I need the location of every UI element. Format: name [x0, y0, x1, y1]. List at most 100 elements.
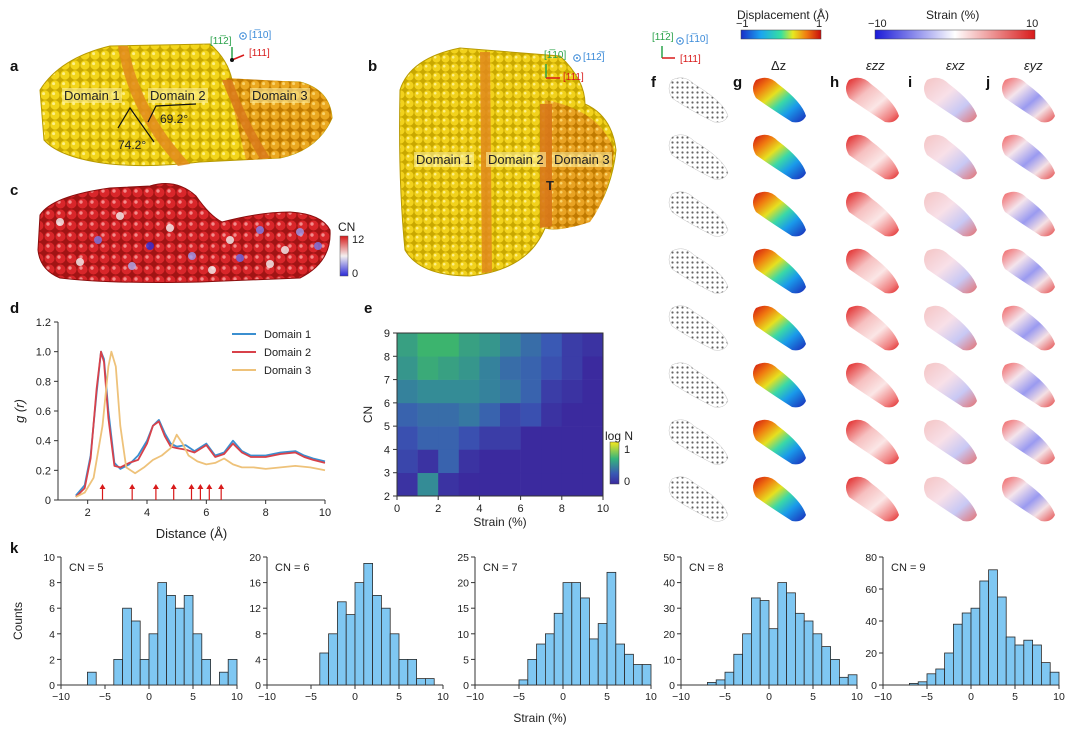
k3-x-tick-label: −5	[513, 691, 525, 703]
k4-x-tick-label: −5	[719, 691, 731, 703]
d-x-tick-label: 10	[319, 507, 331, 519]
k4-bar	[742, 633, 752, 686]
k5-bar	[1041, 662, 1051, 686]
k1-y-tick-label: 4	[49, 629, 55, 641]
e-cell-cn7-s2	[438, 356, 460, 380]
e-cell-cn3-s2	[438, 449, 460, 474]
k2-y-tick-label: 4	[255, 654, 261, 666]
e-x-tick-label: 2	[435, 503, 441, 515]
a-angle-1: 69.2°	[160, 112, 189, 126]
k3-bar	[553, 612, 564, 686]
d-y-tick-label: 0.6	[36, 406, 51, 418]
slice-j-row-8	[1002, 476, 1055, 522]
k2-y-tick-label: 20	[249, 552, 261, 564]
k3-bar	[641, 664, 652, 686]
e-cell-cn7-s3	[458, 356, 480, 380]
k4-y-tick-label: 50	[663, 552, 675, 564]
k5-bar	[1014, 644, 1025, 686]
k2-bar	[407, 659, 417, 686]
slice-g-row-1	[753, 77, 806, 123]
slice-i-row-8	[924, 476, 977, 522]
k5-bar	[961, 612, 972, 686]
e-cell-cn8-s4	[479, 333, 501, 357]
k2-bar	[389, 633, 400, 686]
d-series-3	[75, 350, 326, 498]
k1-y-tick-label: 2	[49, 654, 55, 666]
slice-g-row-8	[753, 476, 806, 522]
logn-colorbar-min: 0	[624, 476, 631, 488]
panel-label-f: f	[651, 74, 656, 91]
g-title: Δz	[771, 58, 787, 73]
cn-scatter	[56, 212, 322, 274]
k2-bar	[416, 678, 426, 686]
e-cell-cn4-s3	[458, 426, 480, 450]
d-y-tick-label: 0.2	[36, 465, 51, 477]
e-cell-cn5-s1	[417, 402, 439, 427]
d-y-tick-label: 0.8	[36, 376, 51, 388]
e-cell-cn6-s2	[438, 379, 460, 404]
d-x-label: Distance (Å)	[156, 526, 228, 541]
slice-j-row-6	[1002, 362, 1055, 408]
e-cell-cn8-s9	[582, 333, 604, 357]
e-cell-cn7-s0	[397, 356, 418, 380]
displacement-colorbar	[740, 29, 822, 40]
k2-title: CN = 6	[275, 562, 310, 574]
k3-y-tick-label: 20	[457, 578, 469, 590]
k-x-label: Strain (%)	[513, 711, 566, 725]
k1-y-tick-label: 10	[43, 552, 55, 564]
panel-label-h: h	[830, 74, 840, 91]
e-cell-cn5-s4	[479, 402, 501, 427]
k1-bar	[183, 595, 194, 686]
e-y-tick-label: 4	[384, 444, 390, 456]
e-y-label: CN	[361, 406, 375, 423]
slice-j-row-5	[1002, 305, 1055, 351]
e-x-tick-label: 4	[476, 503, 482, 515]
d-legend-label-3: Domain 3	[264, 365, 311, 377]
k2-bar	[424, 678, 435, 686]
k4-bar	[830, 659, 840, 686]
e-cell-cn5-s3	[458, 402, 480, 427]
e-x-tick-label: 6	[518, 503, 524, 515]
k4-x-tick-label: 10	[851, 691, 863, 703]
cn-colorbar-title: CN	[338, 220, 356, 234]
k1-bar	[87, 671, 97, 686]
k5-y-tick-label: 80	[865, 552, 877, 564]
e-cell-cn8-s0	[397, 333, 418, 357]
k5-y-tick-label: 0	[871, 680, 877, 692]
slice-f-row-3	[668, 191, 729, 237]
f-axis-red: [111]	[680, 54, 701, 65]
k5-bar	[909, 683, 919, 686]
cn-colorbar	[339, 235, 349, 277]
d-x-tick-label: 4	[144, 507, 150, 519]
e-cell-cn5-s7	[541, 402, 563, 427]
k4-bar	[803, 620, 814, 686]
k1-bar	[218, 671, 229, 686]
panel-label-b: b	[368, 58, 378, 75]
k3-bar	[518, 679, 529, 686]
k1-bar	[227, 659, 238, 686]
slice-f-row-2	[668, 134, 729, 180]
slice-j-row-2	[1002, 134, 1055, 180]
e-cell-cn4-s7	[541, 426, 563, 450]
slice-i-row-1	[924, 77, 977, 123]
strain-colorbar-title: Strain (%)	[926, 8, 980, 22]
e-frame	[396, 332, 604, 497]
strain-max: 10	[1026, 18, 1039, 30]
k2-bar	[363, 563, 373, 686]
panel-label-e: e	[364, 300, 373, 317]
e-cell-cn6-s9	[582, 379, 604, 404]
d-peak-arrowhead	[152, 484, 159, 489]
k2-bar	[345, 614, 356, 686]
k4-x-tick-label: 5	[810, 691, 816, 703]
k5-bar	[970, 607, 981, 686]
e-cell-cn7-s8	[561, 356, 583, 380]
slice-g-row-6	[753, 362, 806, 408]
slice-f-row-1	[668, 77, 729, 123]
k4-bar	[839, 676, 849, 686]
e-cell-cn7-s7	[541, 356, 563, 380]
e-cell-cn2-s2	[438, 472, 460, 497]
a-domain-2: Domain 2	[148, 88, 208, 103]
logn-colorbar	[609, 441, 620, 485]
d-peak-arrowhead	[170, 484, 177, 489]
d-peak-arrowhead	[197, 484, 204, 489]
